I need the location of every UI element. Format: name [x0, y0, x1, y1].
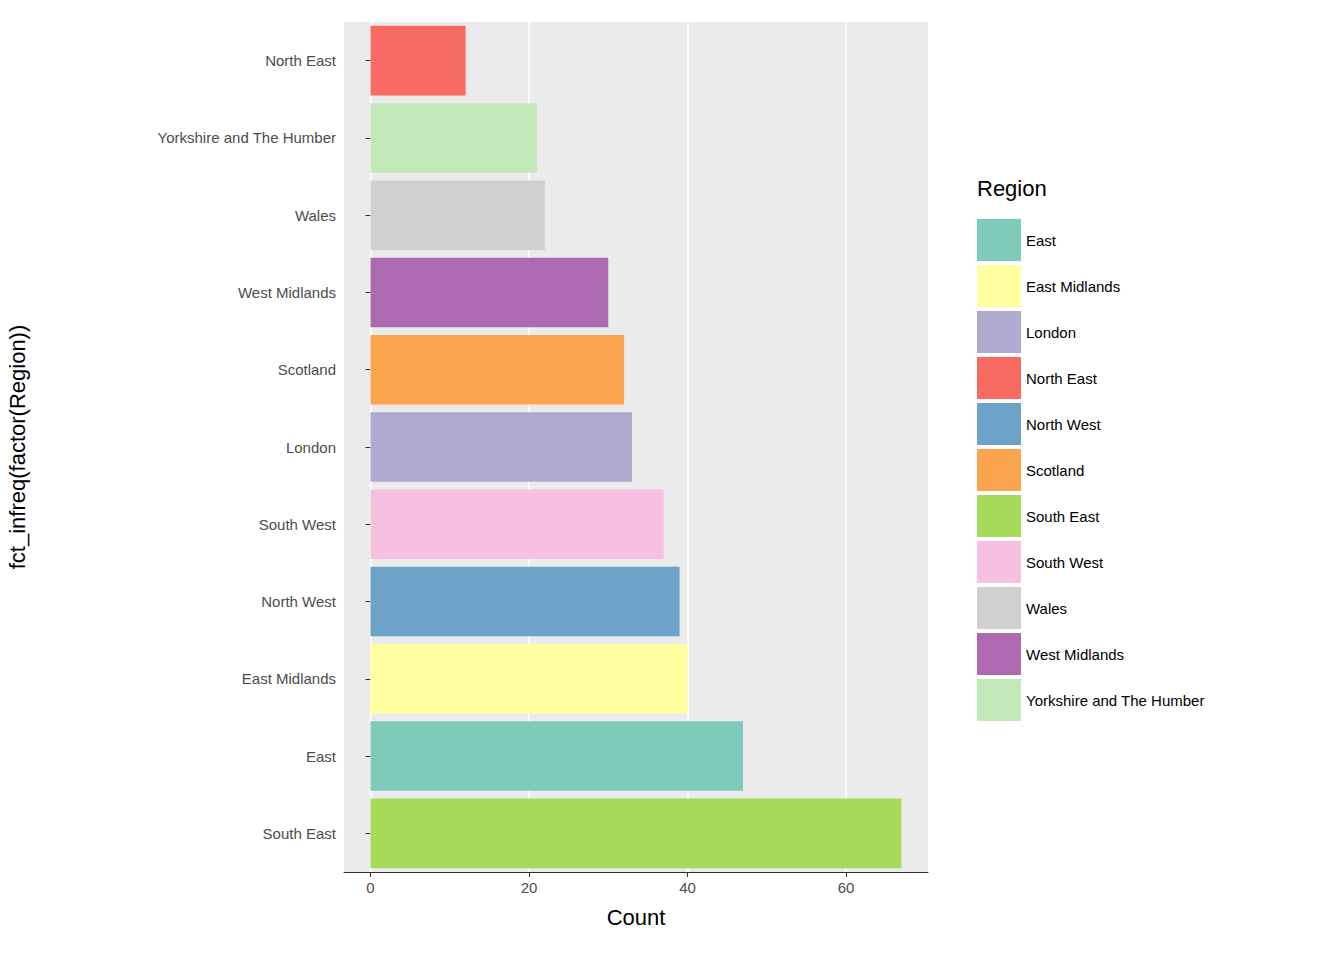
svg-text:South West: South West	[259, 516, 337, 533]
svg-text:West Midlands: West Midlands	[238, 284, 336, 301]
svg-text:London: London	[1026, 324, 1076, 341]
svg-text:East: East	[306, 748, 337, 765]
svg-text:Yorkshire and The Humber: Yorkshire and The Humber	[1026, 692, 1204, 709]
svg-text:Scotland: Scotland	[278, 361, 336, 378]
svg-text:Count: Count	[607, 905, 666, 930]
svg-text:South East: South East	[263, 825, 337, 842]
svg-text:London: London	[286, 439, 336, 456]
svg-text:Region: Region	[977, 176, 1047, 201]
svg-text:Wales: Wales	[1026, 600, 1067, 617]
svg-text:North West: North West	[261, 593, 337, 610]
svg-text:Wales: Wales	[295, 207, 336, 224]
svg-text:East Midlands: East Midlands	[242, 670, 336, 687]
svg-text:Yorkshire and The Humber: Yorkshire and The Humber	[158, 129, 336, 146]
svg-text:0: 0	[366, 879, 374, 896]
svg-text:fct_infreq(factor(Region)): fct_infreq(factor(Region))	[5, 325, 30, 570]
svg-text:East: East	[1026, 232, 1057, 249]
svg-text:North East: North East	[265, 52, 337, 69]
svg-text:Scotland: Scotland	[1026, 462, 1084, 479]
svg-text:60: 60	[838, 879, 855, 896]
svg-text:North East: North East	[1026, 370, 1098, 387]
svg-text:20: 20	[521, 879, 538, 896]
svg-text:West Midlands: West Midlands	[1026, 646, 1124, 663]
svg-text:South West: South West	[1026, 554, 1104, 571]
svg-text:East Midlands: East Midlands	[1026, 278, 1120, 295]
svg-text:40: 40	[679, 879, 696, 896]
svg-text:South East: South East	[1026, 508, 1100, 525]
svg-text:North West: North West	[1026, 416, 1102, 433]
